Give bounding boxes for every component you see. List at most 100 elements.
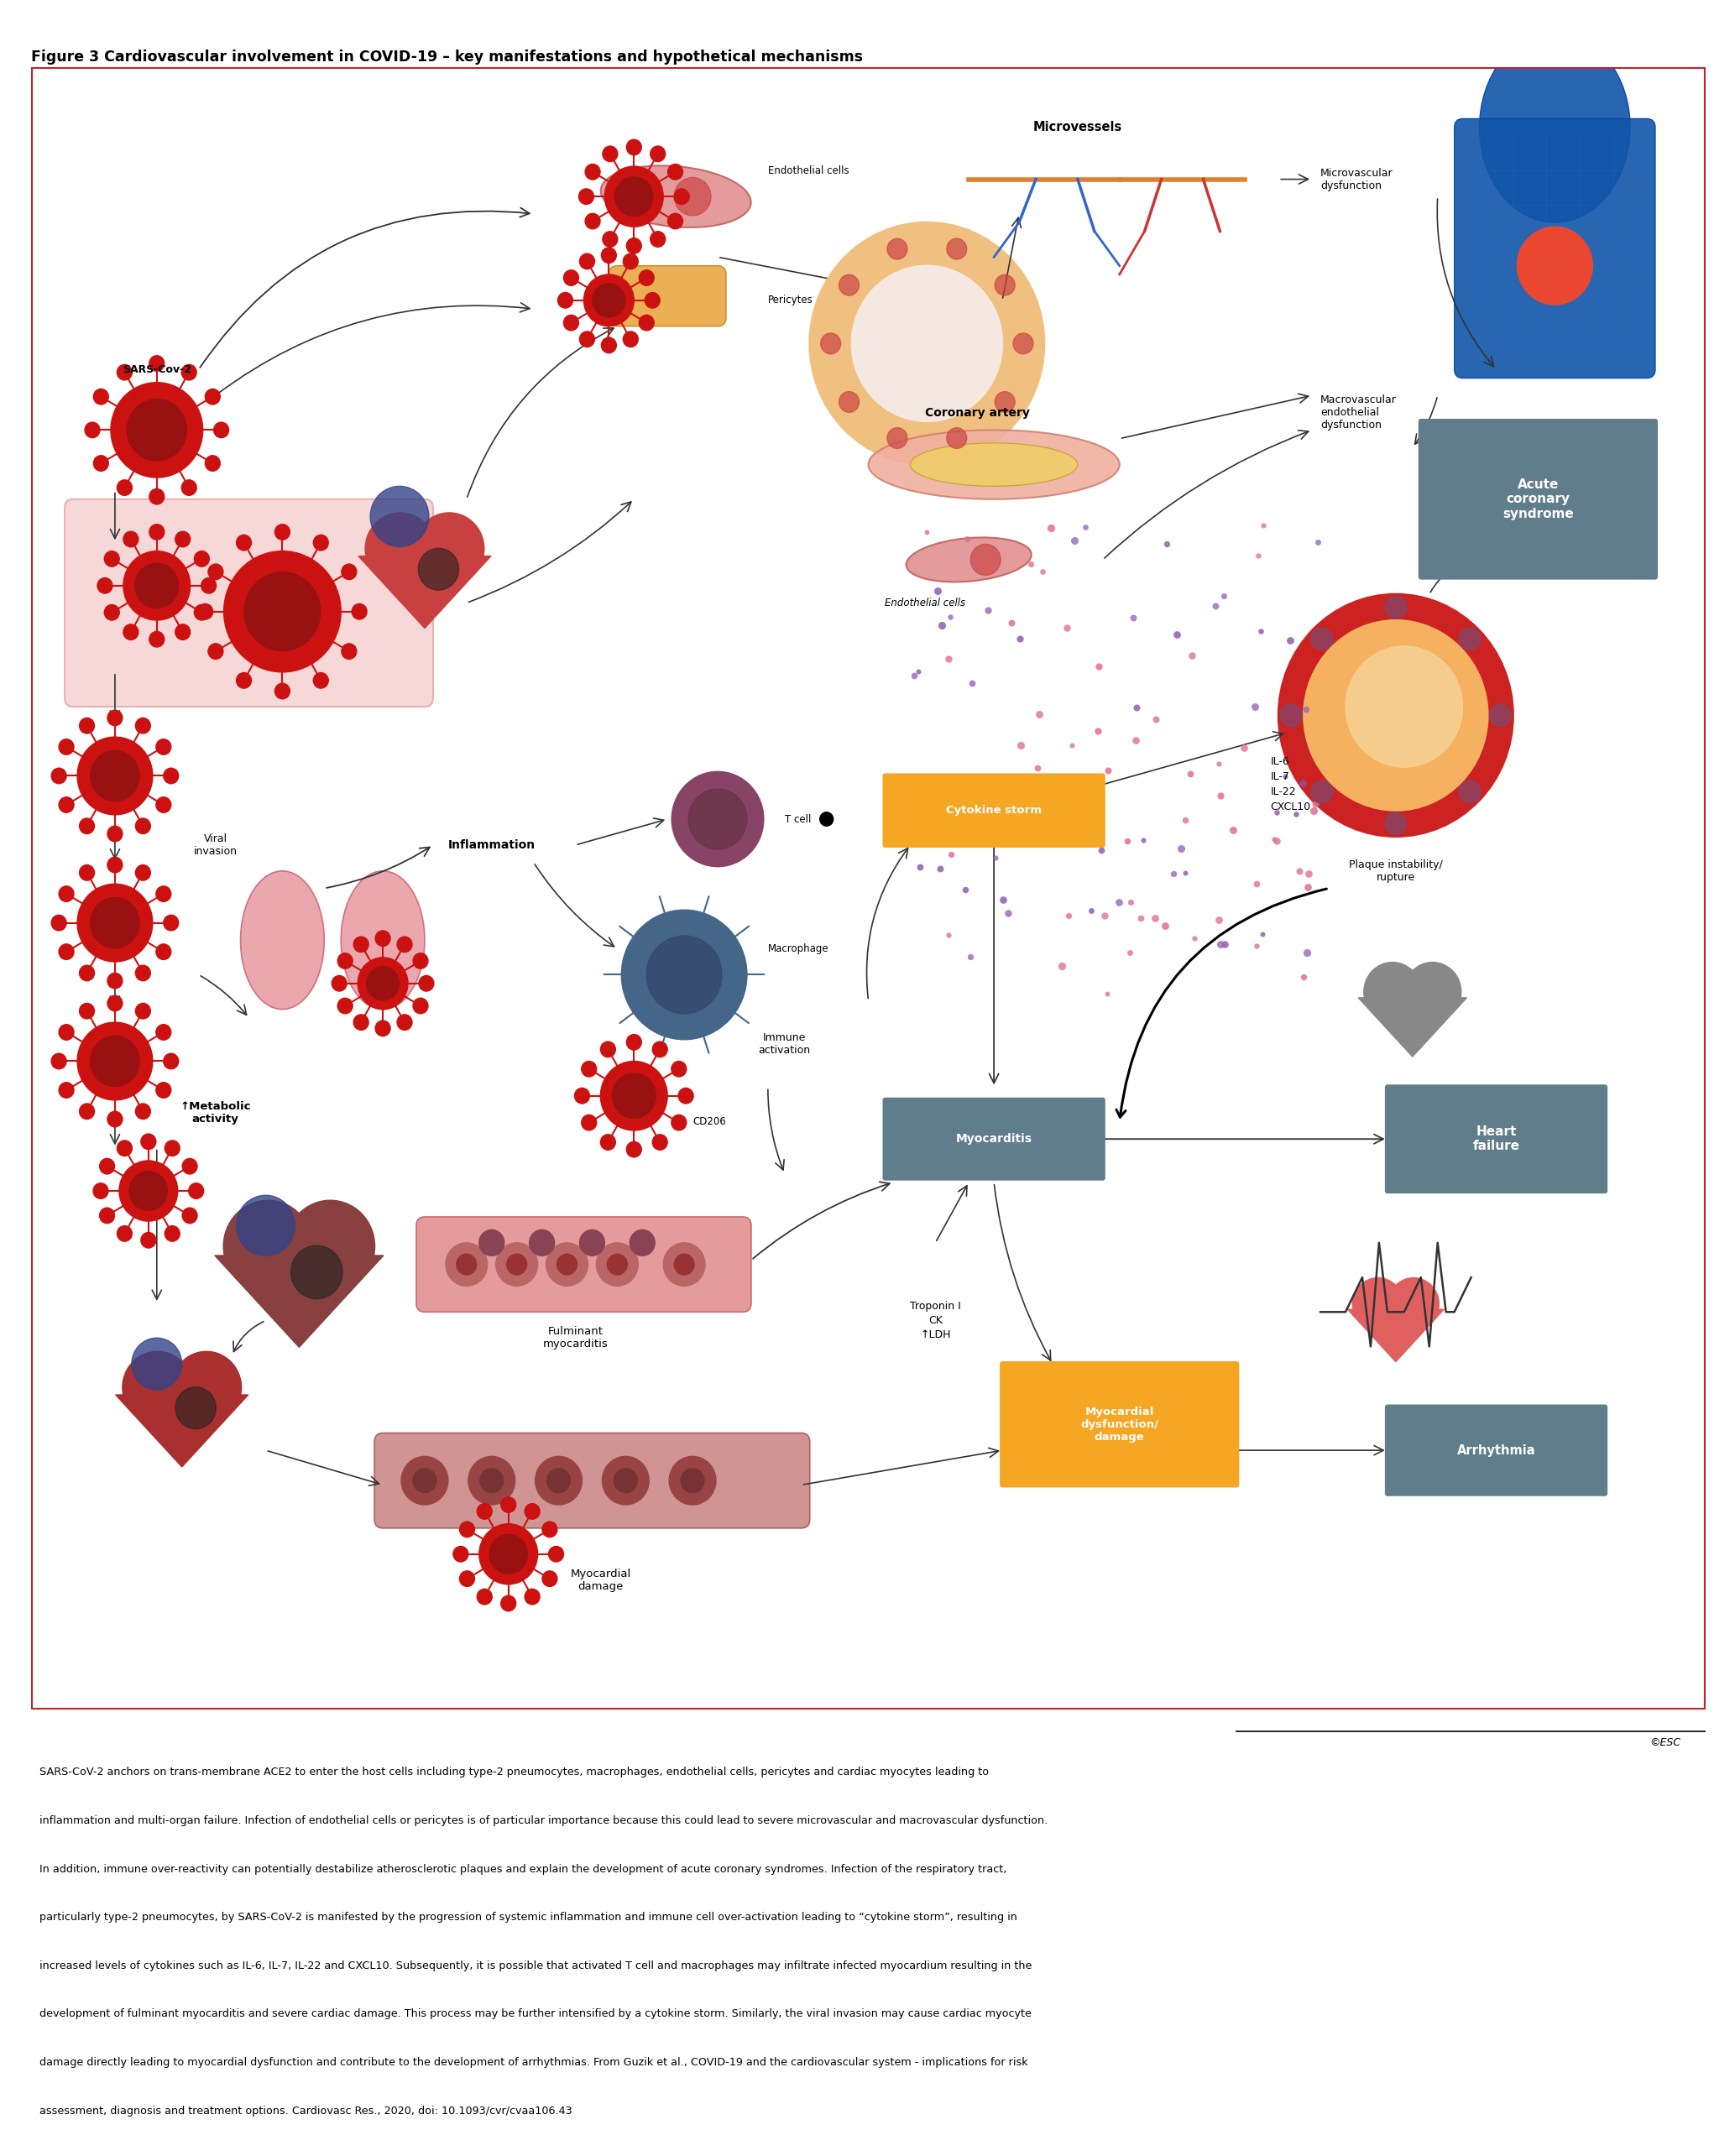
Point bbox=[1105, 886, 1133, 921]
Ellipse shape bbox=[1480, 32, 1631, 222]
Circle shape bbox=[314, 535, 328, 550]
Circle shape bbox=[120, 1160, 177, 1220]
Circle shape bbox=[94, 388, 109, 405]
Point bbox=[1091, 899, 1119, 934]
Circle shape bbox=[397, 936, 413, 953]
Ellipse shape bbox=[342, 871, 425, 1009]
Circle shape bbox=[90, 897, 139, 949]
Circle shape bbox=[123, 625, 139, 640]
Circle shape bbox=[524, 1589, 540, 1604]
Circle shape bbox=[638, 315, 654, 330]
Point bbox=[1242, 867, 1270, 901]
Circle shape bbox=[401, 1455, 448, 1505]
FancyBboxPatch shape bbox=[999, 1360, 1239, 1488]
Circle shape bbox=[840, 274, 859, 295]
Text: In addition, immune over-reactivity can potentially destabilize atherosclerotic : In addition, immune over-reactivity can … bbox=[40, 1863, 1006, 1874]
Circle shape bbox=[581, 1115, 597, 1130]
Circle shape bbox=[80, 819, 94, 834]
Text: T cell: T cell bbox=[784, 813, 810, 824]
Circle shape bbox=[821, 334, 841, 354]
Point bbox=[1152, 908, 1180, 942]
Circle shape bbox=[583, 274, 633, 326]
Point bbox=[906, 849, 933, 884]
Circle shape bbox=[149, 524, 165, 539]
Text: damage directly leading to myocardial dysfunction and contribute to the developm: damage directly leading to myocardial dy… bbox=[40, 2057, 1029, 2068]
Point bbox=[1055, 899, 1083, 934]
Circle shape bbox=[342, 565, 357, 580]
Circle shape bbox=[585, 213, 600, 229]
Circle shape bbox=[623, 332, 638, 347]
Point bbox=[1242, 929, 1270, 964]
Circle shape bbox=[671, 1061, 687, 1076]
Polygon shape bbox=[1348, 1309, 1444, 1363]
Text: CD206: CD206 bbox=[692, 1117, 725, 1128]
Circle shape bbox=[614, 1468, 637, 1492]
Circle shape bbox=[354, 936, 368, 953]
Circle shape bbox=[602, 338, 616, 354]
Circle shape bbox=[172, 1352, 241, 1423]
Point bbox=[1072, 511, 1100, 545]
Point bbox=[926, 852, 954, 886]
Point bbox=[913, 515, 940, 550]
Circle shape bbox=[626, 140, 642, 155]
Point bbox=[1025, 696, 1053, 731]
Circle shape bbox=[534, 1455, 581, 1505]
Point bbox=[989, 882, 1017, 916]
Circle shape bbox=[224, 1201, 312, 1291]
Point bbox=[1168, 832, 1195, 867]
Point bbox=[1294, 869, 1322, 903]
Circle shape bbox=[80, 718, 94, 733]
Circle shape bbox=[621, 910, 748, 1039]
Circle shape bbox=[85, 423, 101, 438]
Circle shape bbox=[852, 265, 1003, 420]
Circle shape bbox=[1404, 962, 1461, 1022]
Circle shape bbox=[581, 1061, 597, 1076]
Text: Cytokine storm: Cytokine storm bbox=[946, 804, 1041, 815]
Circle shape bbox=[479, 1229, 505, 1255]
Circle shape bbox=[597, 1242, 638, 1285]
Circle shape bbox=[156, 798, 172, 813]
Text: SARS-Cov-2: SARS-Cov-2 bbox=[123, 364, 191, 375]
Circle shape bbox=[413, 998, 429, 1013]
Circle shape bbox=[1303, 621, 1489, 811]
Point bbox=[1277, 623, 1305, 658]
Point bbox=[1142, 703, 1169, 737]
Circle shape bbox=[97, 578, 113, 593]
Circle shape bbox=[354, 1015, 368, 1031]
Circle shape bbox=[156, 1024, 172, 1039]
Circle shape bbox=[52, 1054, 66, 1069]
Point bbox=[1060, 524, 1088, 558]
Text: ©ESC: ©ESC bbox=[1650, 1738, 1681, 1749]
Point bbox=[994, 895, 1022, 929]
Circle shape bbox=[52, 914, 66, 931]
Circle shape bbox=[236, 1194, 295, 1255]
FancyBboxPatch shape bbox=[64, 500, 434, 707]
Point bbox=[937, 837, 965, 871]
Point bbox=[1294, 856, 1322, 890]
Text: Microvessels: Microvessels bbox=[1032, 121, 1123, 134]
Circle shape bbox=[116, 1141, 132, 1156]
Point bbox=[1142, 901, 1169, 936]
Circle shape bbox=[1516, 226, 1593, 304]
Circle shape bbox=[123, 530, 139, 548]
Text: Macrovascular
endothelial
dysfunction: Macrovascular endothelial dysfunction bbox=[1320, 395, 1397, 431]
Circle shape bbox=[651, 147, 665, 162]
Circle shape bbox=[626, 1035, 642, 1050]
Text: Acute
coronary
syndrome: Acute coronary syndrome bbox=[1503, 479, 1574, 520]
Circle shape bbox=[108, 996, 123, 1011]
Ellipse shape bbox=[906, 537, 1031, 582]
Circle shape bbox=[90, 750, 139, 802]
Circle shape bbox=[1312, 780, 1332, 802]
Circle shape bbox=[600, 1061, 668, 1130]
Point bbox=[1293, 692, 1320, 727]
Circle shape bbox=[507, 1255, 527, 1274]
Circle shape bbox=[104, 604, 120, 621]
Circle shape bbox=[602, 231, 618, 248]
Circle shape bbox=[887, 239, 907, 259]
Point bbox=[1024, 750, 1051, 785]
Point bbox=[1084, 714, 1112, 748]
Circle shape bbox=[80, 865, 94, 880]
Circle shape bbox=[651, 231, 665, 248]
Circle shape bbox=[78, 1022, 153, 1100]
Circle shape bbox=[579, 190, 593, 205]
